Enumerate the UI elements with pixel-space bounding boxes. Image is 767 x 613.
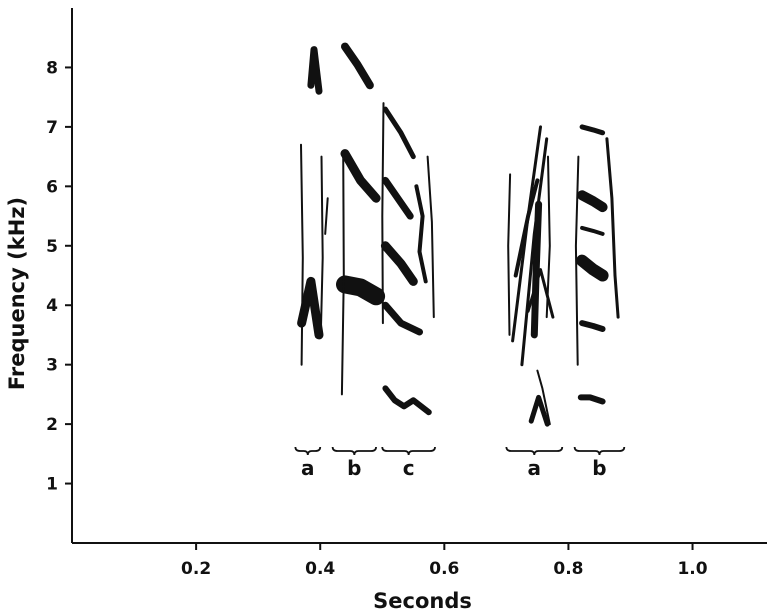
y-tick-label: 1 — [46, 475, 58, 495]
segment-label: a — [528, 456, 542, 480]
y-tick-label: 5 — [46, 237, 58, 257]
spectrogram-trace — [426, 155, 435, 319]
spectrogram-trace — [580, 225, 605, 236]
spectrogram-trace — [381, 301, 423, 336]
y-tick-label: 3 — [46, 356, 58, 376]
spectrogram-trace — [300, 143, 304, 366]
spectrogram-trace — [526, 268, 555, 319]
spectrogram-trace — [574, 155, 580, 366]
y-axis-title: Frequency (kHz) — [5, 197, 29, 390]
spectrogram-trace — [414, 184, 428, 284]
y-tick-label: 4 — [46, 296, 58, 316]
x-tick-label: 0.4 — [305, 559, 335, 579]
segment-label: c — [403, 456, 415, 480]
spectrogram-trace — [381, 102, 385, 325]
spectrogram-trace — [380, 241, 418, 286]
spectrogram-trace — [507, 173, 512, 336]
spectrogram-trace — [297, 276, 324, 340]
spectrogram-trace — [382, 106, 416, 160]
x-tick-label: 0.6 — [429, 559, 459, 579]
y-tick-label: 8 — [46, 58, 58, 78]
spectrogram-trace — [324, 197, 329, 235]
spectrogram-trace — [577, 190, 608, 213]
spectrogram-trace — [530, 200, 543, 339]
y-tick-label: 2 — [46, 415, 58, 435]
segment-label: b — [592, 456, 606, 480]
segment-bracket — [331, 446, 377, 456]
spectrogram-trace — [605, 137, 620, 319]
x-tick-label: 0.2 — [181, 559, 211, 579]
segment-bracket — [294, 446, 322, 456]
spectrogram-trace — [579, 320, 606, 332]
x-tick-label: 1.0 — [677, 559, 707, 579]
spectrogram-trace — [576, 254, 609, 282]
segment-bracket — [381, 446, 436, 456]
spectrogram-trace — [577, 394, 606, 405]
spectrogram-trace — [579, 124, 606, 136]
spectrogram-trace — [336, 275, 386, 306]
y-axis-ticks: 1 2 3 4 5 6 7 8 — [46, 58, 72, 495]
spectrogram-trace — [513, 178, 540, 278]
spectrogram-trace — [528, 394, 550, 427]
segment-bracket — [573, 446, 626, 456]
segment-label: a — [301, 456, 315, 480]
y-tick-label: 6 — [46, 177, 58, 197]
spectrogram-trace — [340, 149, 381, 203]
spectrogram-trace — [340, 149, 345, 396]
spectrogram-trace — [381, 176, 414, 220]
segment-bracket — [505, 446, 564, 456]
spectrogram-traces — [297, 42, 620, 427]
spectrogram-trace — [341, 42, 374, 90]
spectrogram-trace — [536, 369, 551, 426]
spectrogram-trace — [382, 385, 432, 416]
x-axis-title: Seconds — [373, 589, 472, 613]
x-tick-label: 0.8 — [553, 559, 583, 579]
segment-label: b — [347, 456, 361, 480]
y-tick-label: 7 — [46, 118, 58, 138]
spectrogram-trace — [307, 46, 323, 95]
spectrogram-trace — [545, 155, 551, 319]
spectrogram-trace — [319, 155, 324, 336]
x-axis-ticks: 0.2 0.4 0.6 0.8 1.0 — [181, 543, 708, 579]
